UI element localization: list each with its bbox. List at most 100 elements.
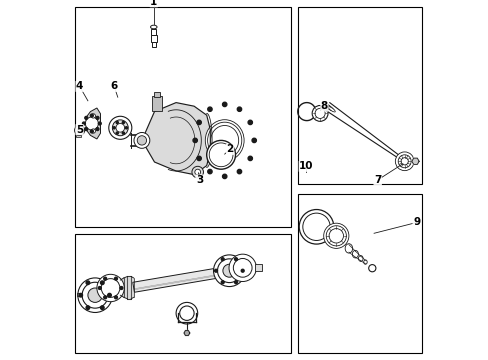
Circle shape [368,265,375,272]
Circle shape [78,278,112,312]
Bar [77,293,81,296]
Circle shape [206,140,235,169]
Circle shape [116,121,118,123]
Ellipse shape [323,103,331,109]
Polygon shape [142,103,210,175]
Circle shape [217,259,241,283]
Bar [153,92,160,97]
Polygon shape [127,276,131,299]
Circle shape [90,114,93,117]
Circle shape [98,122,101,125]
Circle shape [86,306,89,310]
Circle shape [237,170,241,174]
Circle shape [197,120,201,125]
Circle shape [222,102,226,107]
Text: 10: 10 [299,161,313,171]
Circle shape [82,282,108,308]
Circle shape [247,120,252,125]
Circle shape [137,136,146,145]
Circle shape [302,213,329,240]
Polygon shape [120,278,123,297]
Text: 7: 7 [373,175,381,185]
Polygon shape [123,276,127,299]
Circle shape [207,107,212,111]
Circle shape [176,302,197,324]
Ellipse shape [345,244,352,253]
Bar [151,42,156,47]
Bar [150,35,157,42]
Circle shape [325,226,346,246]
Circle shape [221,258,224,261]
Circle shape [234,258,237,261]
Ellipse shape [326,106,334,111]
Circle shape [207,170,212,174]
Circle shape [400,158,407,165]
Bar [75,234,290,353]
Ellipse shape [358,256,363,261]
Circle shape [113,127,115,129]
Ellipse shape [210,126,238,155]
Circle shape [91,129,95,133]
Polygon shape [86,108,101,139]
Circle shape [91,114,95,118]
Circle shape [86,281,89,284]
Polygon shape [133,267,224,292]
Circle shape [101,279,120,297]
Circle shape [75,125,84,135]
Circle shape [79,293,82,297]
Ellipse shape [205,120,244,161]
Text: 2: 2 [226,144,233,154]
Text: 6: 6 [110,81,118,91]
Bar [151,29,156,35]
Circle shape [223,264,235,277]
Ellipse shape [324,104,332,110]
Ellipse shape [207,122,241,159]
Circle shape [328,229,343,243]
Circle shape [112,120,128,136]
Circle shape [122,132,124,134]
Polygon shape [411,158,418,165]
Circle shape [116,123,124,132]
Ellipse shape [327,107,335,112]
Circle shape [84,128,87,131]
Bar [297,7,421,184]
Circle shape [97,274,124,302]
Circle shape [179,306,194,320]
Circle shape [90,130,93,133]
Circle shape [194,169,200,175]
Circle shape [323,223,348,248]
Polygon shape [131,276,133,299]
Circle shape [77,128,82,133]
Circle shape [96,116,99,119]
Circle shape [192,166,203,178]
Bar [76,135,81,137]
Circle shape [228,254,256,282]
Circle shape [107,293,111,297]
Circle shape [125,127,127,129]
Circle shape [237,107,241,111]
Circle shape [116,132,118,134]
Polygon shape [183,330,189,336]
Circle shape [311,105,327,121]
Circle shape [84,116,87,119]
Circle shape [193,138,197,143]
Circle shape [397,155,410,168]
Circle shape [82,122,85,125]
Circle shape [214,269,217,272]
Text: 5: 5 [76,125,83,135]
Circle shape [241,269,244,272]
Bar [151,96,162,111]
Circle shape [96,128,99,131]
Ellipse shape [363,260,366,264]
Circle shape [101,281,104,284]
Circle shape [103,296,106,299]
Circle shape [103,277,106,280]
Bar [297,194,421,353]
Circle shape [234,281,237,284]
Circle shape [213,255,244,287]
Circle shape [114,277,117,280]
Ellipse shape [352,251,358,258]
Circle shape [101,306,104,310]
Text: 1: 1 [150,0,157,7]
Circle shape [314,108,325,118]
